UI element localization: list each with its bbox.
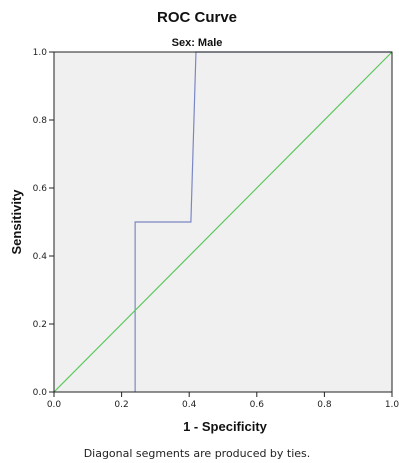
y-tick-label: 0.8: [33, 116, 48, 126]
y-axis-label: Sensitivity: [9, 189, 24, 255]
y-axis: 0.0 0.2 0.4 0.6 0.8 1.0: [33, 48, 54, 398]
y-tick-label: 0.4: [33, 252, 48, 262]
chart-title: ROC Curve: [157, 9, 237, 26]
x-axis-label: 1 - Specificity: [183, 419, 268, 434]
x-tick-label: 1.0: [385, 400, 399, 410]
x-tick-label: 0.6: [250, 400, 265, 410]
x-tick-label: 0.0: [47, 400, 62, 410]
y-tick-label: 1.0: [33, 48, 48, 58]
x-tick-label: 0.2: [114, 400, 128, 410]
y-tick-label: 0.6: [33, 184, 48, 194]
x-tick-label: 0.4: [182, 400, 197, 410]
x-tick-label: 0.8: [317, 400, 332, 410]
chart-footnote: Diagonal segments are produced by ties.: [84, 447, 311, 460]
x-axis: 0.0 0.2 0.4 0.6 0.8 1.0: [47, 392, 399, 410]
y-tick-label: 0.2: [33, 320, 47, 330]
plot-frame: [53, 51, 393, 393]
chart-subtitle: Sex: Male: [172, 37, 223, 49]
y-tick-label: 0.0: [33, 388, 48, 398]
reference-diagonal-line: [53, 51, 393, 393]
